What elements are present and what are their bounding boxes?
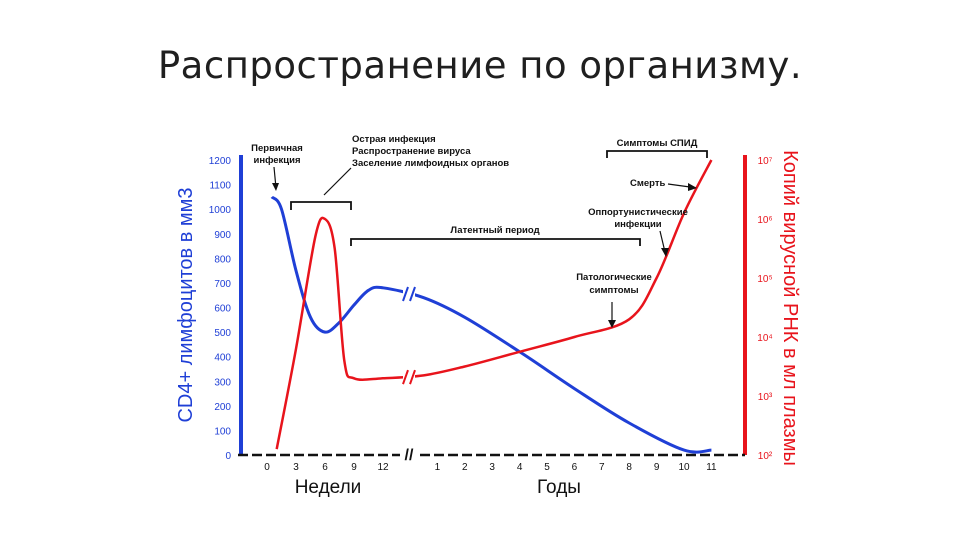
svg-text:Заселение лимфоидных органов: Заселение лимфоидных органов bbox=[352, 158, 509, 169]
y-right-tick-label: 10⁶ bbox=[757, 215, 772, 226]
y-right-tick-label: 10⁴ bbox=[757, 333, 772, 344]
y-left-tick-label: 700 bbox=[214, 279, 231, 290]
annotation-latent-period: Латентный период bbox=[350, 225, 641, 246]
annotation-death: Смерть bbox=[630, 178, 697, 191]
y-left-tick-label: 200 bbox=[214, 402, 231, 413]
x-ticks: 0 3 6 9 12 1 2 3 4 5 6 7 8 9 10 11 bbox=[264, 462, 717, 473]
bracket-acute bbox=[290, 201, 352, 210]
y-left-tick-label: 800 bbox=[214, 254, 231, 265]
annotation-acute-infection: Острая инфекция Распространение вируса З… bbox=[290, 134, 509, 210]
x-axis-break-mark: // bbox=[405, 447, 414, 464]
annotation-pathological: Патологические симптомы bbox=[576, 272, 652, 328]
x-tick-label-year: 6 bbox=[572, 462, 578, 473]
x-axis-label-years: Годы bbox=[537, 477, 581, 498]
svg-text:инфекции: инфекции bbox=[614, 219, 661, 230]
svg-text:Распространение вируса: Распространение вируса bbox=[352, 146, 471, 157]
svg-text:Латентный период: Латентный период bbox=[450, 225, 539, 236]
y-left-tick-label: 300 bbox=[214, 377, 231, 388]
x-tick-label-year: 11 bbox=[706, 462, 717, 473]
x-tick-label-year: 1 bbox=[435, 462, 441, 473]
right-y-ticks: 10² 10³ 10⁴ 10⁵ 10⁶ 10⁷ bbox=[757, 156, 773, 462]
y-left-tick-label: 400 bbox=[214, 353, 231, 364]
cd4-break-mark bbox=[402, 286, 409, 302]
svg-text:Острая инфекция: Острая инфекция bbox=[352, 134, 436, 145]
x-tick-label-year: 8 bbox=[626, 462, 632, 473]
cd4-break-mark-gap bbox=[403, 284, 415, 303]
x-tick-label-year: 4 bbox=[517, 462, 523, 473]
bracket-latent bbox=[350, 238, 641, 246]
y-right-tick-label: 10⁷ bbox=[758, 156, 773, 167]
x-tick-label-year: 7 bbox=[599, 462, 605, 473]
y-left-tick-label: 1100 bbox=[209, 181, 231, 192]
x-axis-break-gap bbox=[400, 449, 418, 461]
x-tick-label-week: 0 bbox=[264, 462, 270, 473]
annotation-primary-infection: Первичная инфекция bbox=[251, 143, 303, 191]
y-right-tick-label: 10⁵ bbox=[757, 274, 772, 285]
y-right-tick-label: 10³ bbox=[758, 392, 773, 403]
svg-text:инфекция: инфекция bbox=[253, 155, 300, 166]
cd4-break-mark bbox=[409, 286, 416, 302]
y-left-tick-label: 1200 bbox=[209, 156, 232, 167]
annotation-aids-symptoms: Симптомы СПИД bbox=[606, 138, 708, 158]
y-left-tick-label: 1000 bbox=[209, 205, 232, 216]
y-left-tick-label: 100 bbox=[214, 426, 231, 437]
y-left-tick-label: 500 bbox=[214, 328, 231, 339]
svg-text:Симптомы СПИД: Симптомы СПИД bbox=[617, 138, 698, 149]
annotation-opportunistic: Оппортунистические инфекции bbox=[588, 207, 688, 257]
x-tick-label-year: 2 bbox=[462, 462, 468, 473]
y-right-tick-label: 10² bbox=[758, 451, 773, 462]
x-axis-label-weeks: Недели bbox=[295, 477, 362, 498]
y-axis-left-label: CD4+ лимфоцитов в мм3 bbox=[175, 187, 197, 422]
series-break-marks bbox=[402, 284, 416, 387]
left-y-ticks: 0 100 200 300 400 500 600 700 800 900 1000 1100 1200 bbox=[209, 156, 232, 462]
x-tick-label-week: 3 bbox=[293, 462, 299, 473]
rna-series-line bbox=[275, 159, 713, 450]
svg-text:Смерть: Смерть bbox=[630, 178, 666, 189]
x-tick-label-week: 12 bbox=[377, 462, 389, 473]
rna-break-mark-gap bbox=[403, 368, 415, 387]
bracket-aids bbox=[606, 150, 708, 158]
svg-text:симптомы: симптомы bbox=[589, 285, 638, 296]
x-tick-label-week: 9 bbox=[351, 462, 357, 473]
y-axis-right-label: Копий вирусной РНК в мл плазмы bbox=[779, 150, 801, 466]
x-tick-label-year: 5 bbox=[544, 462, 550, 473]
y-left-tick-label: 600 bbox=[214, 304, 231, 315]
x-tick-label-year: 9 bbox=[654, 462, 660, 473]
rna-break-mark bbox=[402, 369, 409, 385]
y-left-tick-label: 0 bbox=[225, 451, 231, 462]
svg-text:Оппортунистические: Оппортунистические bbox=[588, 207, 688, 218]
svg-text:Первичная: Первичная bbox=[251, 143, 303, 154]
x-tick-label-week: 6 bbox=[322, 462, 328, 473]
x-tick-label-year: 3 bbox=[489, 462, 495, 473]
svg-text:Патологические: Патологические bbox=[576, 272, 652, 283]
rna-break-mark bbox=[409, 369, 416, 385]
y-left-tick-label: 900 bbox=[214, 230, 231, 241]
slide-title: Распространение по организму. bbox=[157, 44, 803, 87]
x-tick-label-year: 10 bbox=[678, 462, 690, 473]
